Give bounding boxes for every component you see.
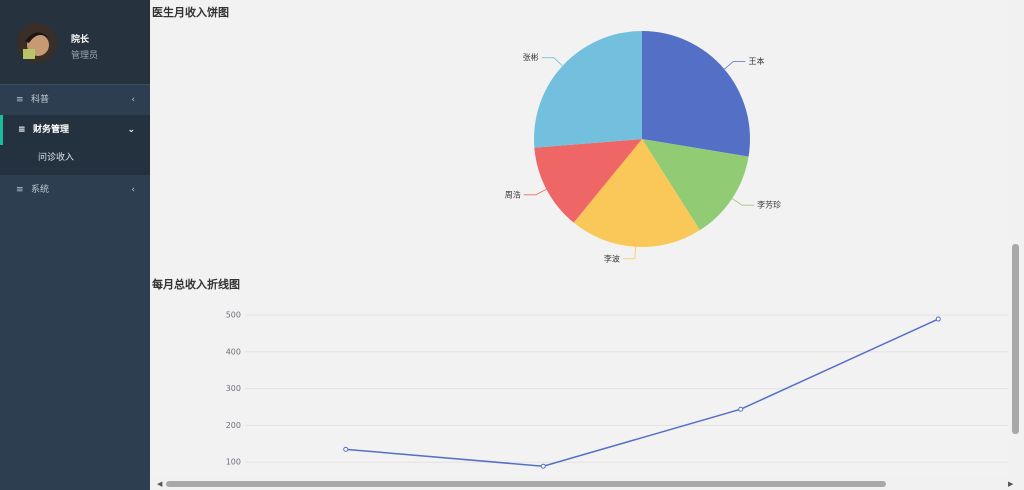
svg-text:▶: ▶ [1008, 480, 1014, 488]
leader-line [724, 60, 746, 70]
menu-item[interactable]: ≡ 财务管理 ⌄ [0, 115, 150, 145]
leader-line [523, 188, 547, 196]
line-point [935, 316, 941, 322]
pie-slice [642, 139, 749, 231]
svg-text:◀: ◀ [157, 480, 163, 488]
chart-title: 每月总收入折线图 [152, 277, 240, 291]
scroll-thumb[interactable] [166, 481, 886, 487]
y-tick-label: 500 [226, 311, 241, 320]
line-series [345, 318, 939, 468]
line-point [738, 406, 744, 412]
leader-line [622, 246, 636, 260]
pie-label: 王本 [748, 56, 764, 66]
y-tick-label: 200 [226, 421, 241, 430]
pie-label: 张彬 [523, 52, 539, 62]
pie-label: 李芳珍 [757, 200, 781, 210]
menu-label: 科普 [31, 95, 50, 105]
menu-item[interactable]: ≡ 科普 ‹ [16, 95, 135, 105]
menu-item[interactable]: ≡ 系统 ‹ [16, 185, 135, 195]
pie-slice [534, 139, 642, 223]
line-point [343, 446, 349, 452]
leader-line [731, 198, 755, 206]
menu-label: 财务管理 [33, 125, 70, 135]
leader-line [541, 57, 563, 67]
user-role: 管理员 [71, 51, 99, 61]
pie-slice [642, 31, 750, 157]
pie-slice [534, 31, 642, 148]
y-tick-label: 100 [226, 458, 241, 467]
menu-label: 系统 [31, 185, 50, 195]
user-name: 院长 [71, 35, 90, 45]
pie-label: 李波 [604, 253, 620, 263]
user-panel: 院长 管理员 [0, 0, 150, 84]
pie-label: 周浩 [505, 189, 521, 199]
y-tick-label: 300 [226, 384, 241, 393]
y-tick-label: 400 [226, 347, 241, 356]
scroll-thumb[interactable] [1012, 244, 1019, 434]
sidebar: 院长 管理员 ≡ 科普 ‹ ≡ 财务管理 ⌄ 问诊收入 ≡ 系统 ‹ [0, 0, 150, 490]
avatar [17, 23, 57, 63]
chart-title: 医生月收入饼图 [152, 5, 229, 19]
line-point [540, 463, 546, 469]
submenu-item[interactable]: 问诊收入 [0, 145, 150, 175]
pie-slice [573, 139, 700, 247]
